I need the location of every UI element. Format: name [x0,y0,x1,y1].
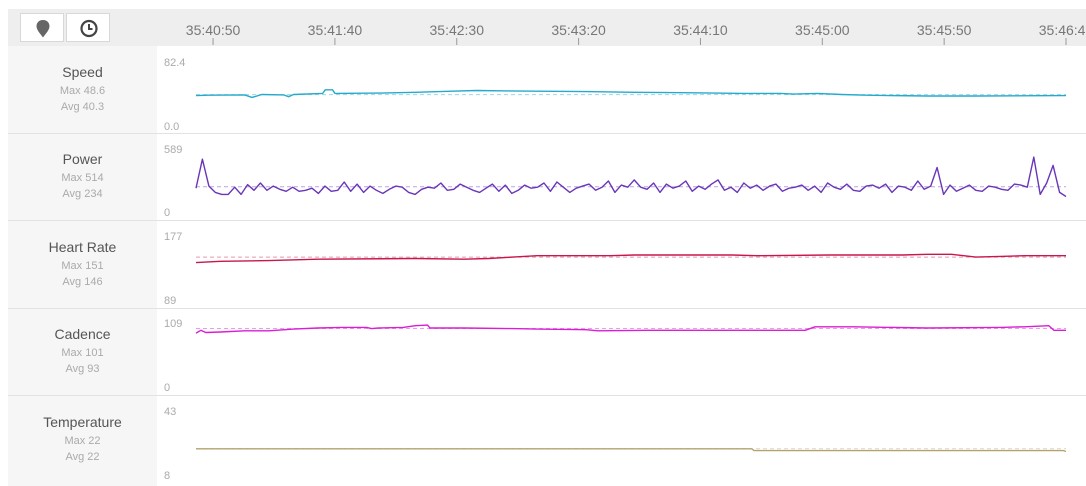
y-min-label: 89 [164,295,176,307]
metric-name: Speed [62,64,103,80]
y-min-label: 8 [164,470,170,482]
power-summary: Power Max 514 Avg 234 [8,151,157,200]
metric-name: Power [62,151,103,167]
metric-avg: Avg 146 [62,276,103,288]
metric-max: Max 48.6 [59,85,106,97]
time-tick-label: 35:40:50 [186,22,241,38]
map-marker-icon [36,20,50,38]
metric-max: Max 151 [61,260,104,272]
time-tick-label: 35:46:40 [1039,22,1086,38]
temperature-summary: Temperature Max 22 Avg 22 [8,414,157,463]
map-view-button[interactable] [20,13,64,42]
y-max-label: 109 [164,318,182,330]
speed-summary: Speed Max 48.6 Avg 40.3 [8,64,157,113]
metric-max: Max 22 [64,435,101,447]
metric-max: Max 514 [61,172,104,184]
series-line [195,253,1066,264]
time-tick-label: 35:43:20 [551,22,606,38]
y-max-label: 43 [164,406,176,418]
metric-avg: Avg 40.3 [60,101,105,113]
y-min-label: 0.0 [164,121,179,133]
clock-icon [80,19,98,38]
metric-avg: Avg 22 [65,451,100,463]
time-tick-label: 35:45:50 [917,22,972,38]
toolbar [8,9,1086,46]
metric-avg: Avg 234 [62,188,103,200]
y-max-label: 177 [164,231,182,243]
y-max-label: 82.4 [164,57,185,69]
time-tick-label: 35:44:10 [673,22,728,38]
metric-avg: Avg 93 [65,363,100,375]
metric-max: Max 101 [61,347,104,359]
metric-label-column [8,46,157,486]
series-line [195,89,1067,99]
time-view-button[interactable] [66,13,110,42]
time-tick-label: 35:45:00 [795,22,850,38]
cadence-summary: Cadence Max 101 Avg 93 [8,326,157,375]
metric-name: Temperature [43,414,122,430]
time-tick-label: 35:41:40 [308,22,363,38]
y-max-label: 589 [164,144,182,156]
row-divider [8,220,1086,221]
metric-name: Heart Rate [48,239,117,255]
y-min-label: 0 [164,207,170,219]
row-divider [8,133,1086,134]
metric-name: Cadence [54,326,111,342]
row-divider [8,395,1086,396]
series-line [195,324,1066,334]
series-line [196,448,1067,453]
series-line [195,156,1067,198]
row-divider [8,308,1086,309]
time-tick-label: 35:42:30 [430,22,485,38]
heart-rate-summary: Heart Rate Max 151 Avg 146 [8,239,157,288]
y-min-label: 0 [164,382,170,394]
